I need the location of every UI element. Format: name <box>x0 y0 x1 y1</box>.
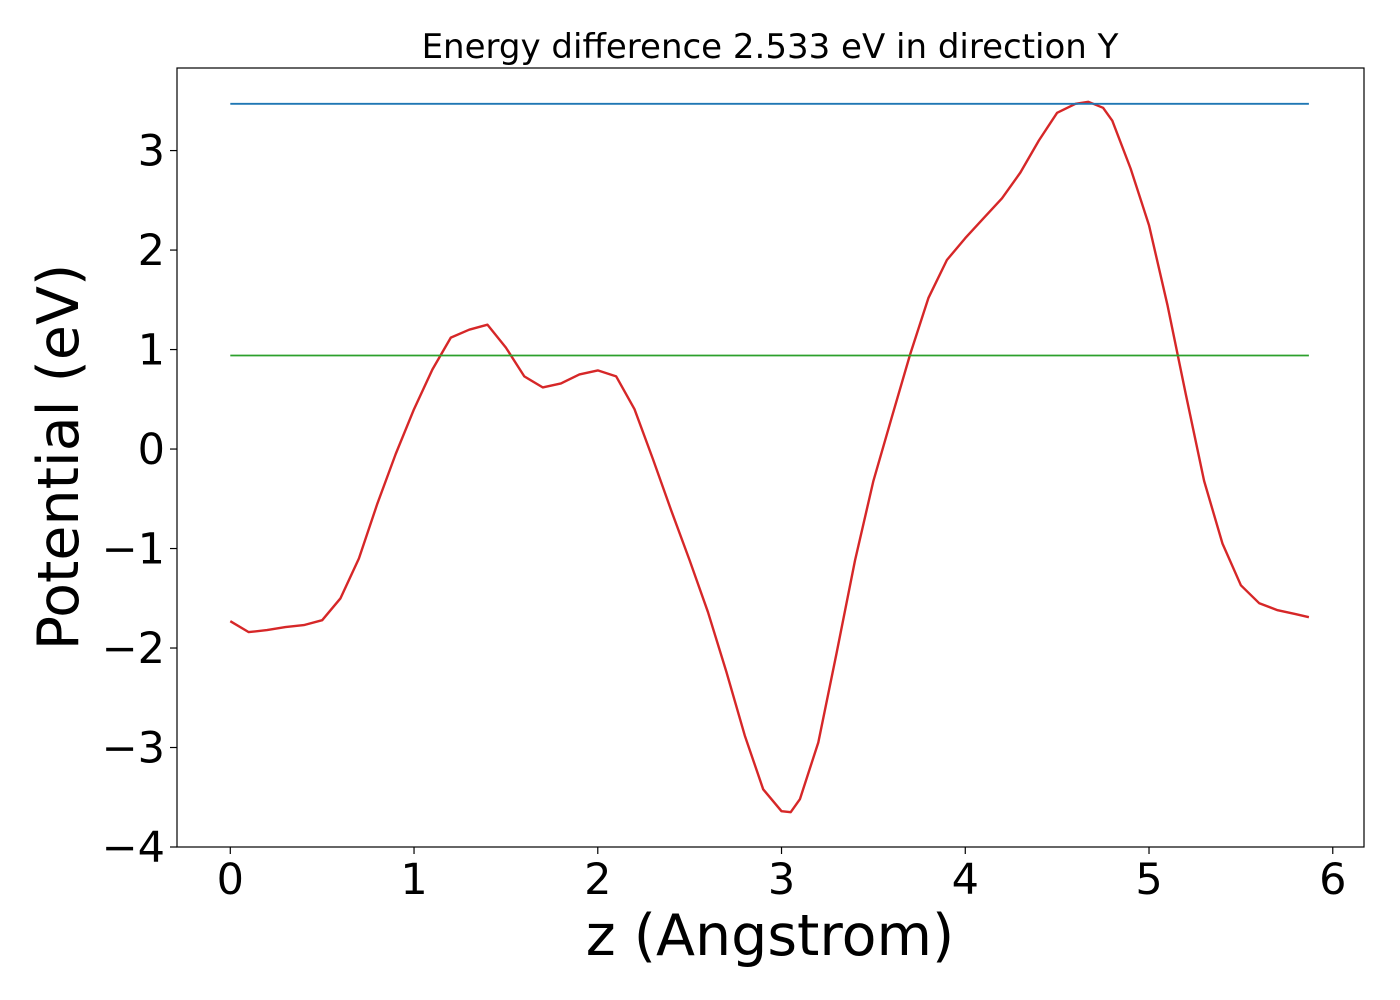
x-tick-label: 3 <box>768 855 795 905</box>
y-tick-label: 1 <box>138 326 165 376</box>
y-tick-label: −2 <box>102 624 165 674</box>
x-tick-label: 2 <box>584 855 611 905</box>
x-tick-label: 0 <box>217 855 244 905</box>
plot-frame <box>176 67 1365 848</box>
x-tick-label: 4 <box>952 855 979 905</box>
x-axis-title: z (Angstrom) <box>586 903 954 969</box>
series-layer <box>229 100 1310 814</box>
y-tick-label: 0 <box>138 425 165 475</box>
y-tick-label: 3 <box>138 127 165 177</box>
chart-title: Energy difference 2.533 eV in direction … <box>422 27 1119 67</box>
y-tick-label: −1 <box>102 525 165 575</box>
y-tick-label: 2 <box>138 226 165 276</box>
y-axis: −4 −3 −2 −1 0 1 2 3 <box>102 127 177 873</box>
x-tick-label: 5 <box>1135 855 1162 905</box>
potential-curve <box>229 100 1310 814</box>
x-tick-label: 1 <box>400 855 427 905</box>
x-tick-label: 6 <box>1319 855 1346 905</box>
y-axis-title: Potential (eV) <box>26 264 92 650</box>
y-tick-label: −3 <box>102 724 165 774</box>
x-axis: 0 1 2 3 4 5 6 <box>217 847 1346 905</box>
y-tick-label: −4 <box>102 823 165 873</box>
